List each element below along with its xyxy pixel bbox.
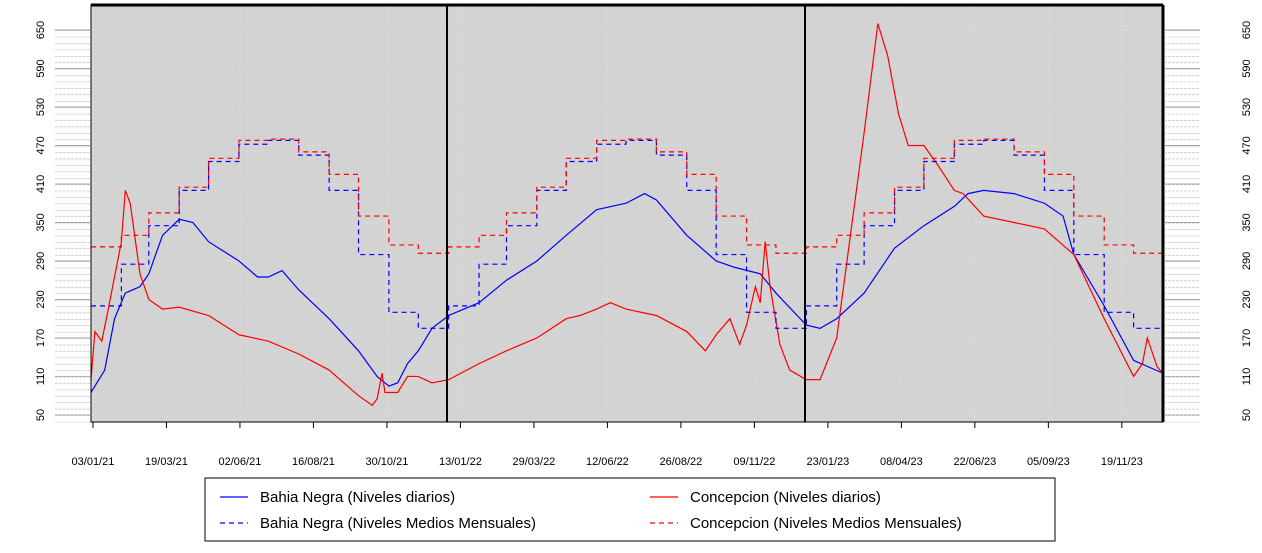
x-tick-label: 30/10/21 xyxy=(366,456,409,468)
y-tick-label: 230 xyxy=(1241,290,1253,308)
legend-label: Bahia Negra (Niveles Medios Mensuales) xyxy=(260,515,536,532)
x-tick-label: 26/08/22 xyxy=(659,456,702,468)
y-tick-label: 110 xyxy=(1241,368,1253,386)
y-tick-label: 230 xyxy=(35,290,47,308)
x-tick-label: 03/01/21 xyxy=(72,456,115,468)
y-tick-label: 170 xyxy=(1241,329,1253,347)
y-tick-label: 590 xyxy=(1241,59,1253,77)
legend-label: Concepcion (Niveles Medios Mensuales) xyxy=(690,515,962,532)
legend-label: Concepcion (Niveles diarios) xyxy=(690,489,881,506)
y-tick-label: 110 xyxy=(35,368,47,386)
x-tick-label: 13/01/22 xyxy=(439,456,482,468)
y-tick-label: 590 xyxy=(35,59,47,77)
x-tick-label: 22/06/23 xyxy=(953,456,996,468)
y-tick-label: 410 xyxy=(1241,175,1253,193)
y-tick-label: 470 xyxy=(1241,136,1253,154)
y-tick-label: 50 xyxy=(1241,409,1253,421)
x-tick-label: 16/08/21 xyxy=(292,456,335,468)
x-tick-label: 19/03/21 xyxy=(145,456,188,468)
daily-line xyxy=(90,189,1164,393)
y-tick-label: 530 xyxy=(1241,98,1253,116)
x-tick-label: 05/09/23 xyxy=(1027,456,1070,468)
daily-line xyxy=(90,23,1164,407)
x-tick-label: 19/11/23 xyxy=(1101,456,1143,468)
x-tick-label: 02/06/21 xyxy=(219,456,262,468)
y-tick-label: 290 xyxy=(1241,252,1253,270)
y-tick-label: 530 xyxy=(35,98,47,116)
y-tick-label: 350 xyxy=(1241,213,1253,231)
x-tick-label: 08/04/23 xyxy=(880,456,923,468)
x-tick-label: 29/03/22 xyxy=(512,456,555,468)
y-tick-label: 650 xyxy=(35,21,47,39)
y-tick-label: 290 xyxy=(35,252,47,270)
monthly-line xyxy=(91,139,1163,329)
x-tick-label: 09/11/22 xyxy=(733,456,775,468)
y-tick-label: 470 xyxy=(35,136,47,154)
y-tick-label: 410 xyxy=(35,175,47,193)
x-tick-label: 12/06/22 xyxy=(586,456,629,468)
y-tick-label: 650 xyxy=(1241,21,1253,39)
y-tick-label: 170 xyxy=(35,329,47,347)
legend-label: Bahia Negra (Niveles diarios) xyxy=(260,489,455,506)
plot-background xyxy=(91,5,1163,422)
x-tick-label: 23/01/23 xyxy=(806,456,849,468)
y-tick-label: 350 xyxy=(35,213,47,231)
legend xyxy=(204,477,1056,542)
y-tick-label: 50 xyxy=(35,409,47,421)
